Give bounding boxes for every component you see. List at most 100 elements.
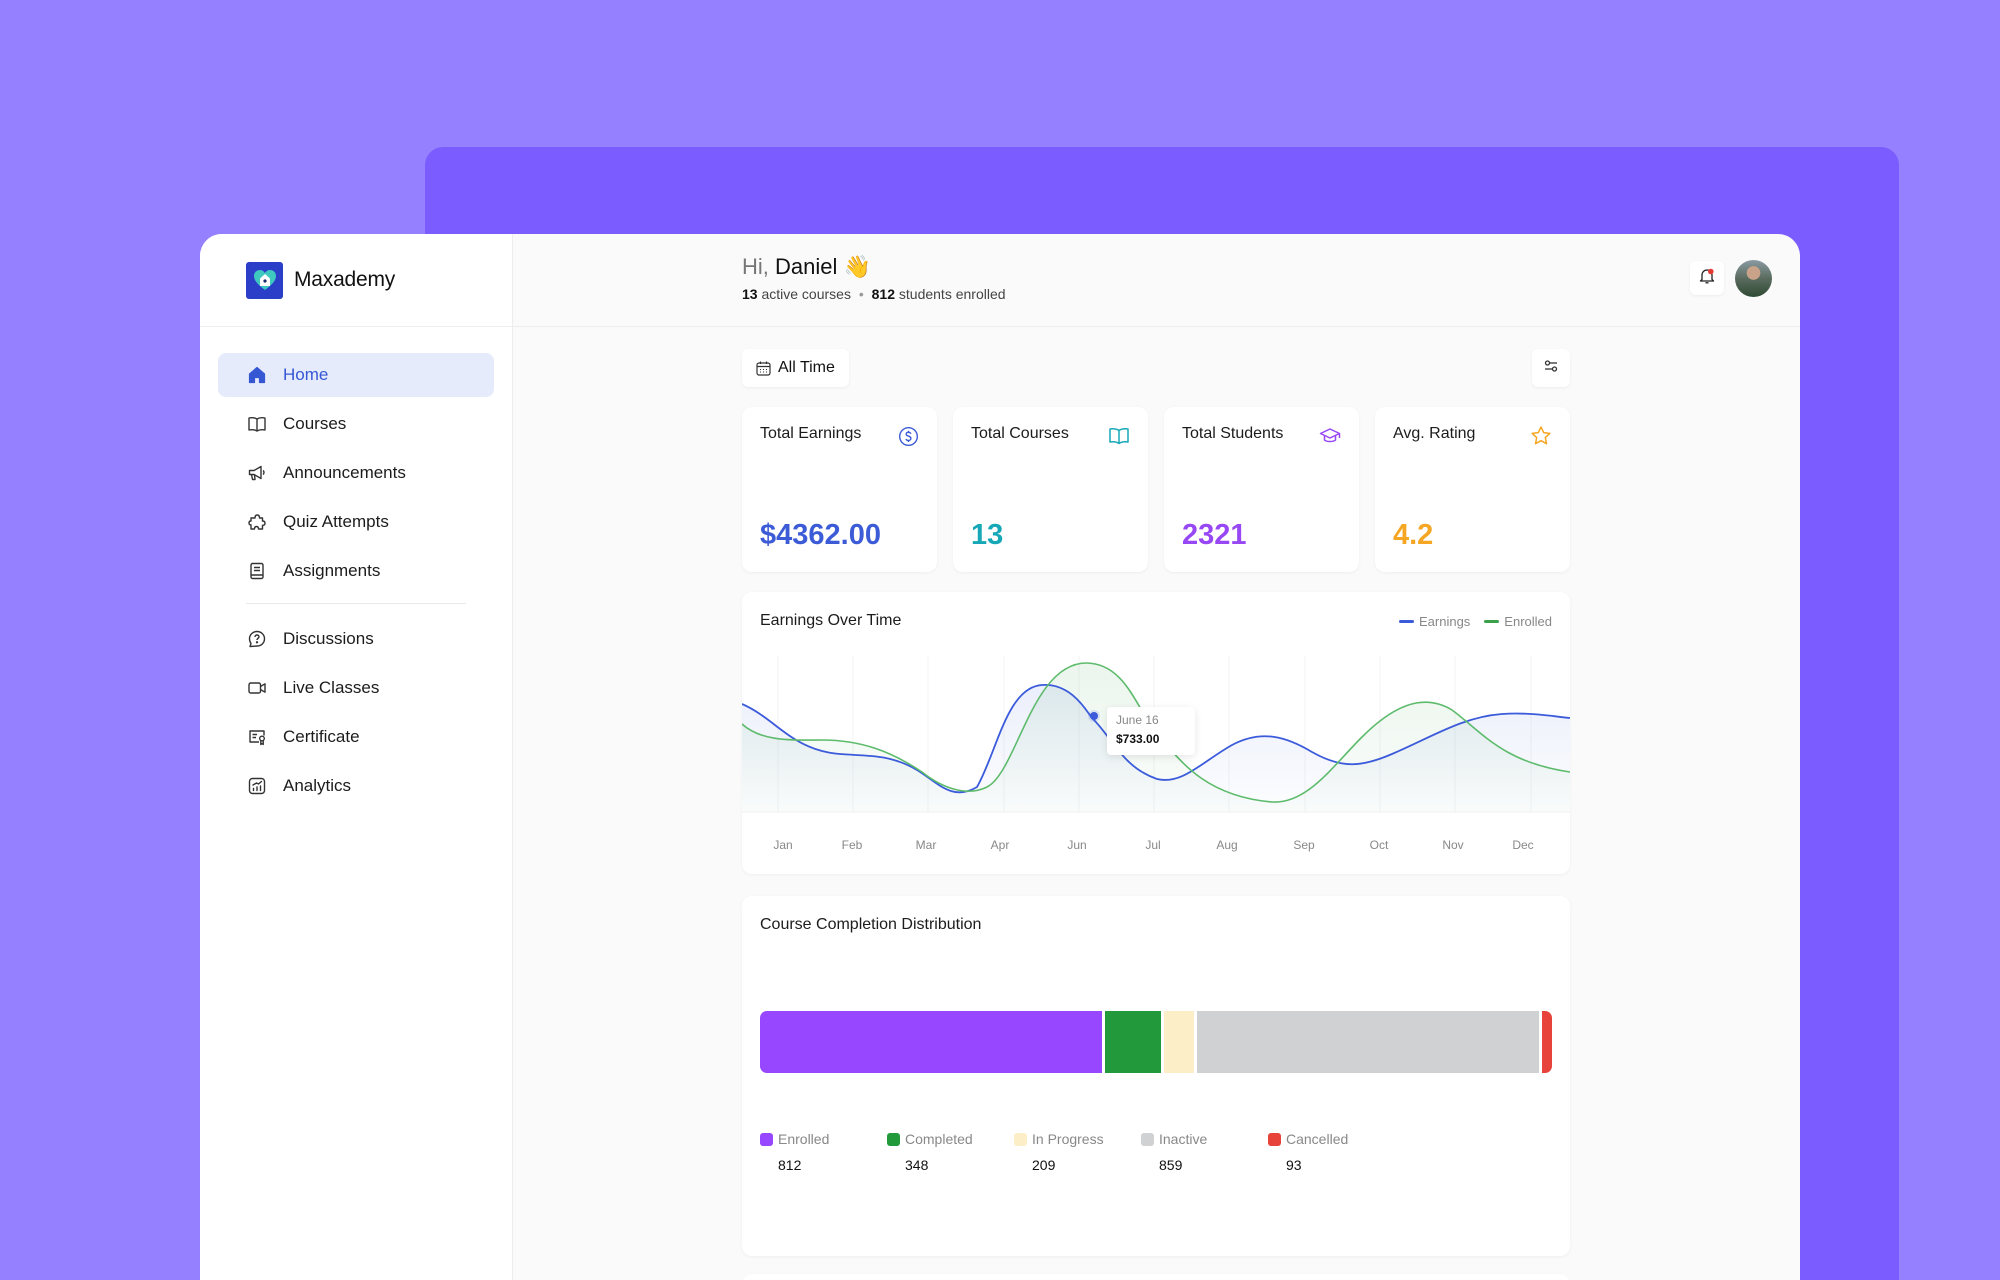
x-tick: Feb xyxy=(841,838,863,852)
sidebar-item-label: Home xyxy=(283,365,329,384)
toolbar: All Time xyxy=(742,349,1570,387)
sidebar-item-live-classes[interactable]: Live Classes xyxy=(218,666,494,710)
chart-legend: Earnings Enrolled xyxy=(1398,614,1552,629)
sidebar-item-courses[interactable]: Courses xyxy=(218,402,494,446)
x-tick: Sep xyxy=(1293,838,1315,852)
stat-card-total-earnings: Total Earnings $4362.00 xyxy=(742,407,937,572)
stat-card-total-courses: Total Courses 13 xyxy=(953,407,1148,572)
filter-button[interactable] xyxy=(1532,349,1570,387)
sidebar-item-quiz-attempts[interactable]: Quiz Attempts xyxy=(218,500,494,544)
segment-in-progress[interactable] xyxy=(1163,1011,1194,1073)
legend-count: 209 xyxy=(1032,1157,1056,1173)
completion-distribution-card: Course Completion Distribution Enrolled … xyxy=(742,896,1570,1256)
legend-swatch xyxy=(1141,1132,1154,1146)
sidebar-item-announcements[interactable]: Announcements xyxy=(218,451,494,495)
brand[interactable]: Maxademy xyxy=(200,234,512,327)
graduation-cap-icon xyxy=(1319,425,1341,447)
chart-tooltip: June 16 $733.00 xyxy=(1107,707,1195,755)
top-header: Hi, Daniel 👋 13 active courses • 812 stu… xyxy=(513,234,1800,327)
legend-swatch xyxy=(887,1132,900,1146)
chart-title: Course Completion Distribution xyxy=(760,916,982,933)
sidebar-item-home[interactable]: Home xyxy=(218,353,494,397)
greeting: Hi, Daniel 👋 xyxy=(742,254,871,279)
app-window: Maxademy Home Courses Announcements xyxy=(200,234,1800,1280)
tooltip-point[interactable] xyxy=(1090,712,1098,720)
active-courses-count: 13 xyxy=(742,286,758,302)
legend-swatch xyxy=(1268,1132,1281,1146)
date-range-label: All Time xyxy=(778,359,835,376)
sidebar-item-analytics[interactable]: Analytics xyxy=(218,764,494,808)
stat-card-avg-rating: Avg. Rating 4.2 xyxy=(1375,407,1570,572)
legend-item-enrolled[interactable]: Enrolled xyxy=(1484,614,1552,629)
segment-completed[interactable] xyxy=(1105,1011,1161,1073)
legend-count: 348 xyxy=(905,1157,929,1173)
sidebar-divider xyxy=(246,603,466,604)
segment-cancelled[interactable] xyxy=(1542,1011,1552,1073)
legend-item-completed: Completed 348 xyxy=(887,1131,1014,1173)
sidebar-item-label: Live Classes xyxy=(283,678,380,697)
legend-item-in-progress: In Progress 209 xyxy=(1014,1131,1141,1173)
logo-icon xyxy=(246,261,283,299)
segment-enrolled[interactable] xyxy=(760,1011,1103,1073)
stat-value: 2321 xyxy=(1182,519,1247,551)
stat-label: Total Students xyxy=(1182,425,1284,442)
sidebar-item-label: Certificate xyxy=(283,727,360,746)
document-icon xyxy=(246,560,268,582)
puzzle-icon xyxy=(246,511,268,533)
video-camera-icon xyxy=(246,677,268,699)
sidebar-item-assignments[interactable]: Assignments xyxy=(218,549,494,593)
legend-count: 812 xyxy=(778,1157,802,1173)
sidebar-nav: Home Courses Announcements Quiz Attempts xyxy=(200,327,512,808)
x-tick: Mar xyxy=(915,838,937,852)
tooltip-date: June 16 xyxy=(1116,713,1159,727)
tooltip-value: $733.00 xyxy=(1116,732,1160,746)
user-avatar[interactable] xyxy=(1735,260,1772,297)
legend-swatch xyxy=(1484,620,1500,623)
sidebar-item-label: Quiz Attempts xyxy=(283,512,389,531)
certificate-icon xyxy=(246,726,268,748)
legend-item-cancelled: Cancelled 93 xyxy=(1268,1131,1395,1173)
dollar-circle-icon xyxy=(897,425,919,447)
sidebar-item-label: Announcements xyxy=(283,463,406,482)
stat-value: 4.2 xyxy=(1393,519,1434,551)
stats-row: Total Earnings $4362.00 Total Courses 13… xyxy=(742,407,1570,572)
stacked-bar xyxy=(760,1011,1552,1073)
megaphone-icon xyxy=(246,462,268,484)
sidebar-item-discussions[interactable]: Discussions xyxy=(218,617,494,661)
notifications-button[interactable] xyxy=(1690,261,1724,295)
distribution-legend: Enrolled 812 Completed 348 In Progress 2… xyxy=(760,1131,1395,1173)
stat-value: 13 xyxy=(971,519,1004,551)
x-tick: Aug xyxy=(1216,838,1238,852)
stat-value: $4362.00 xyxy=(760,519,881,551)
user-name: Daniel xyxy=(775,254,838,279)
date-range-button[interactable]: All Time xyxy=(742,349,849,387)
x-tick: Jan xyxy=(773,838,793,852)
calendar-icon xyxy=(755,360,772,377)
sidebar-item-label: Discussions xyxy=(283,629,374,648)
x-tick: Jul xyxy=(1145,838,1161,852)
separator-dot: • xyxy=(858,286,864,302)
students-count: 812 xyxy=(871,286,895,302)
legend-item-enrolled: Enrolled 812 xyxy=(760,1131,887,1173)
legend-count: 859 xyxy=(1159,1157,1183,1173)
sidebar: Maxademy Home Courses Announcements xyxy=(200,234,513,1280)
sidebar-item-label: Courses xyxy=(283,414,347,433)
legend-swatch xyxy=(1398,620,1414,623)
wave-icon: 👋 xyxy=(843,254,871,279)
x-tick: Oct xyxy=(1369,838,1389,852)
home-icon xyxy=(246,364,268,386)
segment-inactive[interactable] xyxy=(1196,1011,1540,1073)
sliders-icon xyxy=(1542,357,1560,380)
book-open-icon xyxy=(1108,425,1130,447)
analytics-icon xyxy=(246,775,268,797)
legend-item-inactive: Inactive 859 xyxy=(1141,1131,1268,1173)
legend-swatch xyxy=(1014,1132,1027,1146)
next-card xyxy=(742,1274,1570,1280)
sidebar-item-certificate[interactable]: Certificate xyxy=(218,715,494,759)
brand-name: Maxademy xyxy=(294,268,396,291)
stat-label: Total Earnings xyxy=(760,425,862,442)
dashboard-content: All Time Total Earnings $4362.00 Total C… xyxy=(742,349,1570,1280)
sidebar-item-label: Analytics xyxy=(283,776,352,795)
legend-item-earnings[interactable]: Earnings xyxy=(1398,614,1470,629)
x-tick: Apr xyxy=(990,838,1010,852)
